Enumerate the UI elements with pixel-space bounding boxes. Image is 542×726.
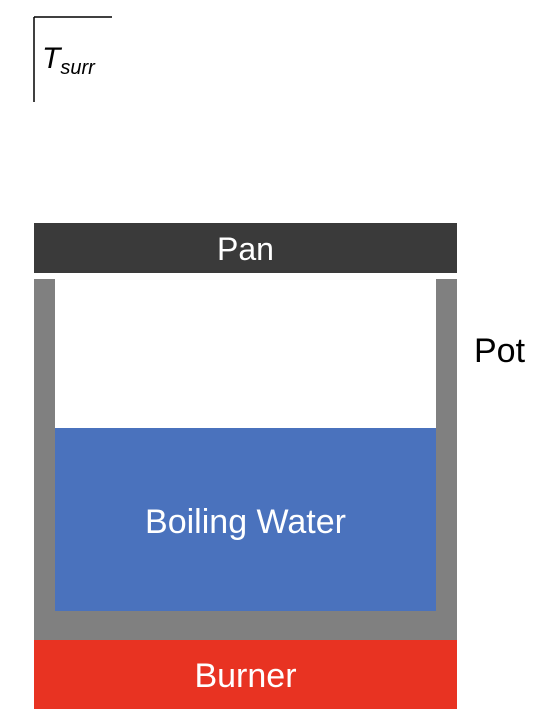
pot-left-wall	[34, 279, 55, 640]
tsurr-label: Tsurr	[42, 42, 96, 79]
burner-label: Burner	[194, 657, 296, 695]
pot-base	[34, 611, 457, 640]
tsurr-label-group: Tsurr	[33, 16, 112, 102]
pot-label: Pot	[474, 332, 526, 370]
water-label: Boiling Water	[145, 503, 346, 541]
tsurr-subscript: surr	[60, 57, 96, 79]
boiling-water	[55, 428, 436, 611]
pan-group: Pan	[34, 223, 457, 273]
water-group: Boiling Water	[55, 428, 436, 611]
tsurr-main: T	[42, 42, 63, 75]
pan-label: Pan	[217, 231, 274, 267]
pan-lid	[34, 223, 457, 273]
pot-right-wall	[436, 279, 457, 640]
burner-group: Burner	[34, 640, 457, 709]
burner	[34, 640, 457, 709]
pot-group	[34, 279, 457, 640]
